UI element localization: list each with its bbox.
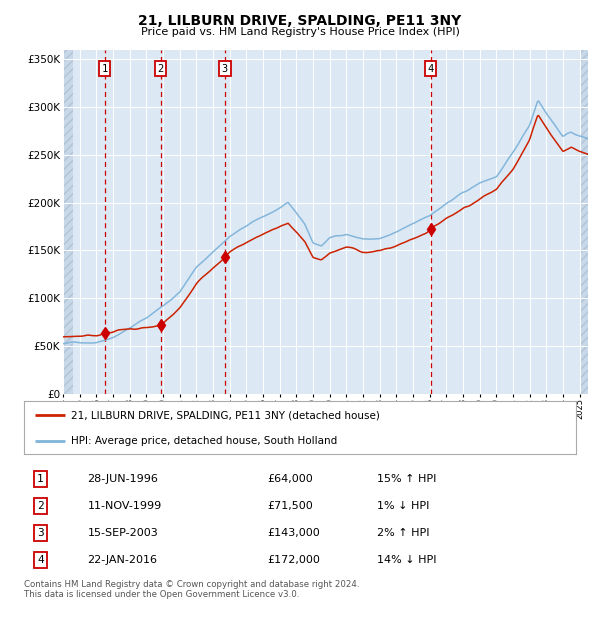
Text: 28-JUN-1996: 28-JUN-1996 <box>88 474 158 484</box>
Text: 14% ↓ HPI: 14% ↓ HPI <box>377 555 437 565</box>
Text: £71,500: £71,500 <box>267 501 313 511</box>
Text: 21, LILBURN DRIVE, SPALDING, PE11 3NY (detached house): 21, LILBURN DRIVE, SPALDING, PE11 3NY (d… <box>71 410 380 420</box>
Text: 1: 1 <box>101 63 107 74</box>
Text: 1% ↓ HPI: 1% ↓ HPI <box>377 501 430 511</box>
Bar <box>581 50 588 394</box>
Text: 2: 2 <box>158 63 164 74</box>
Text: 2: 2 <box>37 501 44 511</box>
Text: 21, LILBURN DRIVE, SPALDING, PE11 3NY: 21, LILBURN DRIVE, SPALDING, PE11 3NY <box>139 14 461 28</box>
Text: 3: 3 <box>37 528 44 538</box>
Text: Contains HM Land Registry data © Crown copyright and database right 2024.
This d: Contains HM Land Registry data © Crown c… <box>24 580 359 599</box>
Text: £64,000: £64,000 <box>267 474 313 484</box>
Text: £143,000: £143,000 <box>267 528 320 538</box>
Text: 4: 4 <box>428 63 434 74</box>
Text: 15% ↑ HPI: 15% ↑ HPI <box>377 474 437 484</box>
Text: 3: 3 <box>222 63 228 74</box>
Text: 15-SEP-2003: 15-SEP-2003 <box>88 528 158 538</box>
Text: 2% ↑ HPI: 2% ↑ HPI <box>377 528 430 538</box>
Text: Price paid vs. HM Land Registry's House Price Index (HPI): Price paid vs. HM Land Registry's House … <box>140 27 460 37</box>
Text: 1: 1 <box>37 474 44 484</box>
Text: 22-JAN-2016: 22-JAN-2016 <box>88 555 157 565</box>
Text: £172,000: £172,000 <box>267 555 320 565</box>
Bar <box>63 50 73 394</box>
Text: HPI: Average price, detached house, South Holland: HPI: Average price, detached house, Sout… <box>71 436 337 446</box>
Text: 11-NOV-1999: 11-NOV-1999 <box>88 501 162 511</box>
Text: 4: 4 <box>37 555 44 565</box>
